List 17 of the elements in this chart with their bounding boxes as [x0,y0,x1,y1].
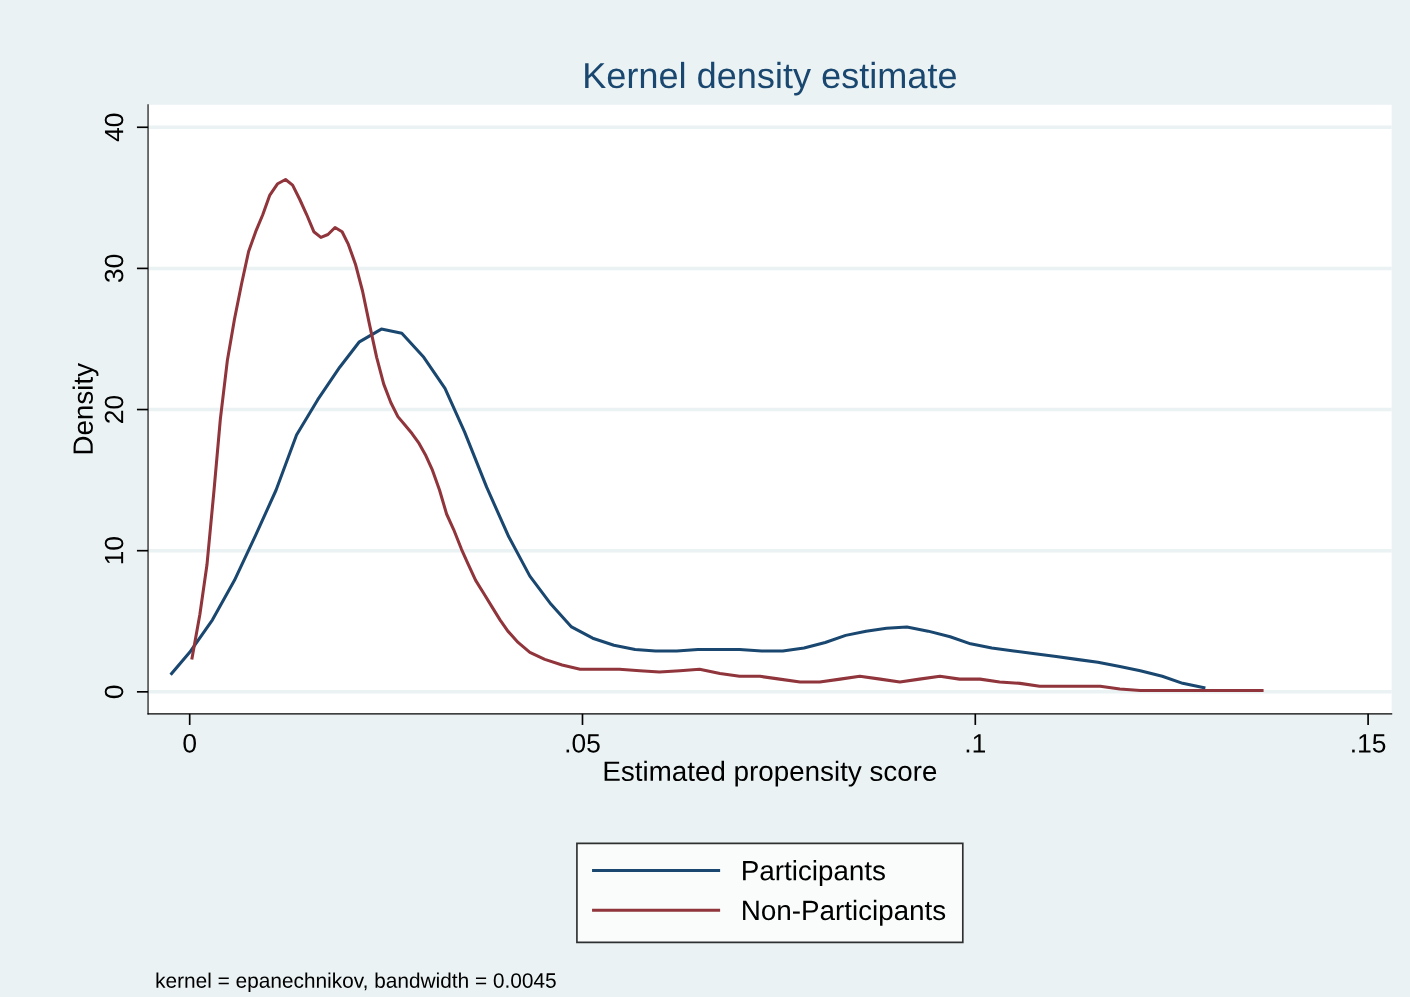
y-tick-label: 20 [104,395,124,423]
y-axis-title: Density [72,363,99,454]
legend-label: Non-Participants [743,899,946,926]
x-tick-label: 0 [183,733,196,753]
y-tick-label: 40 [104,113,124,142]
y-tick-label: 10 [104,537,124,564]
y-tick-label: 30 [104,254,124,283]
line-series [170,327,1206,690]
line-series [190,177,1264,692]
legend-label: Participants [743,860,885,886]
text: kernel = epanechnikov, bandwidth = 0.0045 [156,972,556,993]
x-tick-label: .1 [966,734,986,753]
chart-title: Kernel density estimate [585,61,956,96]
x-axis-title: Estimated propensity score [604,760,937,787]
x-tick-label: .05 [566,733,600,753]
x-tick-label: .15 [1352,734,1386,753]
y-tick-label: 0 [104,685,124,699]
